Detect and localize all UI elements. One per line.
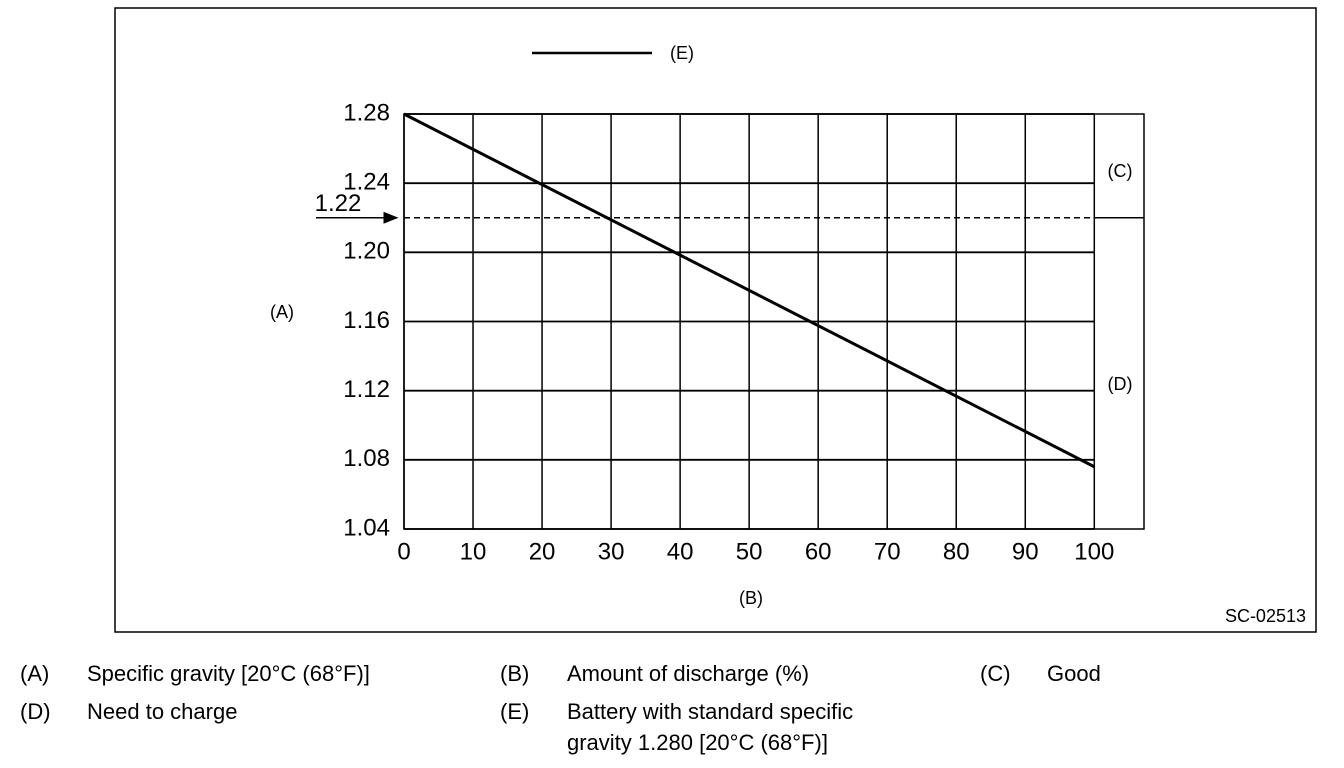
note-text: Amount of discharge (%): [567, 661, 809, 686]
note-text: gravity 1.280 [20°C (68°F)]: [567, 730, 828, 755]
x-tick-label: 50: [736, 538, 763, 565]
x-tick-label: 0: [397, 538, 410, 565]
y-tick-label: 1.24: [343, 169, 390, 196]
x-tick-label: 30: [598, 538, 625, 565]
x-tick-label: 100: [1074, 538, 1114, 565]
zone-label: (C): [1108, 161, 1133, 181]
note-key: (A): [20, 661, 49, 686]
figure-code: SC-02513: [1225, 606, 1306, 626]
x-tick-label: 90: [1012, 538, 1039, 565]
note-text: Specific gravity [20°C (68°F)]: [87, 661, 370, 686]
y-axis-label: (A): [270, 302, 294, 322]
frame: [114, 7, 1317, 633]
y-tick-label: 1.16: [343, 307, 390, 334]
legend-label: (E): [670, 43, 694, 63]
y-tick-label: 1.08: [343, 445, 390, 472]
y-tick-label: 1.20: [343, 238, 390, 265]
data-line: [403, 112, 1095, 469]
y-tick-label: 1.04: [343, 514, 390, 541]
note-text: Need to charge: [87, 699, 237, 724]
x-tick-label: 70: [874, 538, 901, 565]
notes: (A) Specific gravity [20°C (68°F)] (B) Amou…: [20, 661, 1101, 755]
x-tick-label: 40: [667, 538, 694, 565]
x-tick-label: 60: [805, 538, 832, 565]
y-tick-label: 1.12: [343, 376, 390, 403]
threshold-label: 1.22: [315, 190, 362, 217]
zone-label: (D): [1108, 374, 1133, 394]
note-key: (C): [980, 661, 1011, 686]
x-tick-label: 20: [529, 538, 556, 565]
plot-border: [403, 113, 1145, 530]
note-key: (E): [500, 699, 529, 724]
note-text: Battery with standard specific: [567, 699, 853, 724]
note-key: (D): [20, 699, 51, 724]
y-tick-label: 1.28: [343, 99, 390, 126]
x-axis-label: (B): [739, 588, 763, 608]
note-text: Good: [1047, 661, 1101, 686]
note-key: (B): [500, 661, 529, 686]
x-tick-label: 10: [460, 538, 487, 565]
x-tick-label: 80: [943, 538, 970, 565]
